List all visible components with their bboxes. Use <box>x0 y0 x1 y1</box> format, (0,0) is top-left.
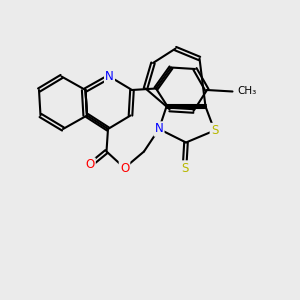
Text: CH₃: CH₃ <box>237 86 256 97</box>
Text: O: O <box>120 161 129 175</box>
Text: N: N <box>154 122 164 136</box>
Text: N: N <box>105 70 114 83</box>
Text: S: S <box>181 161 188 175</box>
Text: O: O <box>85 158 94 172</box>
Text: S: S <box>211 124 218 137</box>
